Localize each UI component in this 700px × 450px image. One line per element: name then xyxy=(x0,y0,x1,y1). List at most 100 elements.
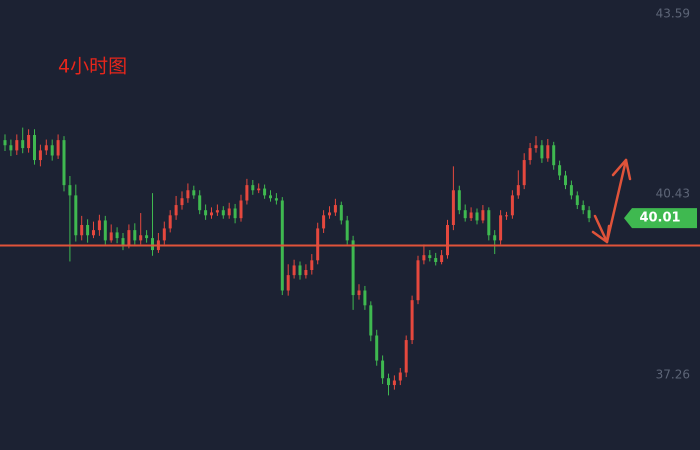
candle-body xyxy=(363,290,367,306)
candle-body xyxy=(21,140,25,149)
candle-body xyxy=(44,145,48,151)
candle-body xyxy=(274,198,278,201)
candle-body xyxy=(575,195,579,206)
candle-body xyxy=(9,145,13,151)
candle-body xyxy=(540,145,544,159)
candle-body xyxy=(469,212,473,219)
candle-body xyxy=(516,185,520,196)
candle-body xyxy=(434,258,438,263)
candle-body xyxy=(552,145,556,166)
candle-body xyxy=(369,305,373,336)
candle-body xyxy=(564,175,567,186)
candle-body xyxy=(475,212,479,221)
candle-body xyxy=(316,228,320,261)
candle-body xyxy=(387,378,390,386)
candle-body xyxy=(451,190,455,225)
candle-body xyxy=(328,212,331,216)
candle-body xyxy=(62,140,66,186)
candle-body xyxy=(3,140,7,146)
candle-body xyxy=(381,360,385,379)
candle-body xyxy=(304,270,308,276)
candle-body xyxy=(215,210,219,213)
candle-body xyxy=(333,205,337,213)
candle-body xyxy=(162,228,166,241)
candle-body xyxy=(74,195,78,236)
candle-body xyxy=(298,265,302,276)
y-tick-label: 40.43 xyxy=(656,187,690,201)
candle-body xyxy=(168,215,172,229)
candle-body xyxy=(410,300,414,341)
candle-body xyxy=(86,225,90,236)
candle-body xyxy=(227,208,231,216)
candle-body xyxy=(145,235,149,239)
candle-body xyxy=(109,232,113,241)
candle-body xyxy=(322,215,326,229)
candle-body xyxy=(569,185,573,196)
candle-body xyxy=(428,255,432,259)
candle-body xyxy=(257,188,261,191)
candle-body xyxy=(505,215,508,217)
candle-body xyxy=(245,185,249,201)
candle-body xyxy=(210,212,213,216)
candle-body xyxy=(481,210,485,221)
arrow-head xyxy=(611,158,632,181)
candle-body xyxy=(115,232,119,239)
candle-body xyxy=(263,188,267,196)
candle-body xyxy=(80,225,84,236)
candle-body xyxy=(233,208,237,219)
y-tick-label: 43.59 xyxy=(656,7,690,21)
candle-body xyxy=(546,145,550,159)
candle-body xyxy=(27,135,31,149)
candle-body xyxy=(92,230,95,236)
y-tick-label: 37.26 xyxy=(656,367,690,381)
candle-body xyxy=(50,145,54,156)
candle-body xyxy=(487,210,491,236)
candle-body xyxy=(440,255,444,263)
candle-body xyxy=(398,372,402,381)
candle-body xyxy=(251,185,255,191)
last-price-label: 40.01 xyxy=(639,211,680,226)
candle-body xyxy=(56,140,60,156)
arrow xyxy=(591,158,632,244)
candle-body xyxy=(174,205,178,216)
candle-body xyxy=(151,238,154,251)
candle-body xyxy=(180,198,184,206)
candle-body xyxy=(392,380,396,386)
candle-body xyxy=(292,265,296,276)
candle-body xyxy=(121,238,125,246)
candle-body xyxy=(310,260,314,270)
candle-body xyxy=(97,220,101,231)
candle-body xyxy=(499,215,503,241)
candle-body xyxy=(581,205,585,211)
candle-body xyxy=(139,235,143,241)
candle-body xyxy=(269,195,272,199)
candle-body xyxy=(528,148,532,161)
candle-body xyxy=(463,210,467,219)
candle-body xyxy=(493,235,497,241)
candle-body xyxy=(375,335,379,361)
arrow-head xyxy=(591,224,611,244)
chart-annotation: 4小时图 xyxy=(58,56,127,78)
candle-body xyxy=(457,190,461,211)
candle-body xyxy=(446,225,449,256)
candle-body xyxy=(204,210,208,216)
candle-body xyxy=(558,165,562,176)
candle-body xyxy=(286,275,290,291)
candle-body xyxy=(416,260,420,301)
candle-body xyxy=(357,290,361,296)
candle-body xyxy=(198,195,202,211)
candle-body xyxy=(522,160,526,186)
candle-body xyxy=(68,185,72,196)
candle-body xyxy=(404,340,408,373)
candle-body xyxy=(133,230,137,241)
candle-body xyxy=(192,190,196,196)
candle-body xyxy=(38,150,42,161)
candle-body xyxy=(221,210,225,216)
last-price-tag xyxy=(624,208,697,229)
candle-body xyxy=(422,255,426,261)
candle-body xyxy=(15,140,19,151)
candle-body xyxy=(127,230,131,246)
candle-body xyxy=(186,190,190,199)
candle-body xyxy=(510,195,514,216)
